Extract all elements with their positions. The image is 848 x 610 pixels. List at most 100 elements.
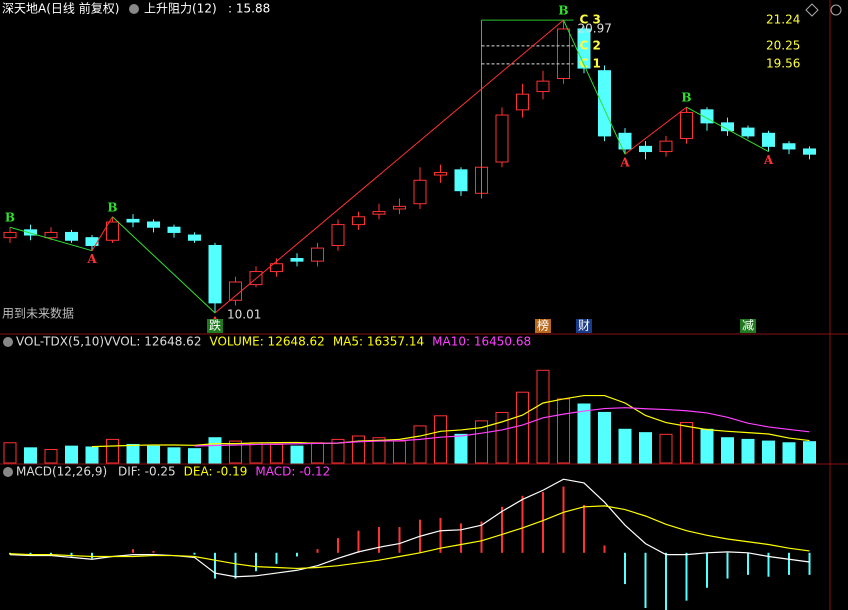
pivot-label: A <box>763 153 774 167</box>
volume-bar <box>167 447 181 464</box>
volume-bar <box>3 442 17 464</box>
volume-bar <box>311 442 324 464</box>
dropdown-icon[interactable] <box>129 4 139 14</box>
zigzag-line <box>214 19 564 314</box>
candle-body <box>659 140 673 153</box>
pivot-label: B <box>107 200 117 214</box>
ma-line <box>194 407 810 447</box>
volume-bar <box>147 445 160 464</box>
volume-bar <box>516 391 529 464</box>
candle-body <box>270 263 283 273</box>
volume-bar <box>249 442 263 464</box>
volume-bar <box>598 411 611 464</box>
volume-bar <box>352 435 365 464</box>
pivot-label: B <box>681 91 691 105</box>
candle-body <box>331 224 345 246</box>
volume-bar <box>618 428 632 464</box>
level-label: C 2 <box>580 38 601 52</box>
volume-bar <box>782 442 796 464</box>
volume-bar <box>557 398 570 464</box>
volume-bar <box>495 411 509 464</box>
zigzag-line <box>91 216 113 251</box>
dropdown-icon[interactable] <box>3 337 13 347</box>
volume-bar <box>65 445 78 464</box>
candle-body <box>516 93 529 111</box>
level-value: 21.24 <box>766 13 800 27</box>
event-label: 跌 <box>209 318 221 333</box>
candle-body <box>167 226 181 233</box>
zigzag-line <box>624 106 687 155</box>
panel-title: MACD(12,26,9) <box>16 465 107 479</box>
volume-bar <box>413 425 427 464</box>
volume-bar <box>44 449 58 464</box>
candle-body <box>290 258 304 262</box>
level-value: 20.25 <box>766 38 800 52</box>
level-value: 19.56 <box>766 56 800 70</box>
volume-bar <box>208 437 222 464</box>
close-icon[interactable] <box>830 4 842 16</box>
volume-bar <box>270 443 283 464</box>
pivot-label: B <box>5 211 15 225</box>
volume-bar <box>741 438 755 464</box>
event-label: 减 <box>742 319 754 333</box>
event-label: 榜 <box>537 318 549 333</box>
candle-body <box>352 216 365 226</box>
candle-body <box>721 122 734 132</box>
candle-body <box>147 221 160 228</box>
volume-bar <box>475 420 488 464</box>
candle-body <box>126 218 140 223</box>
ma-line <box>91 394 810 448</box>
candle-body <box>762 132 775 147</box>
candle-body <box>208 244 222 304</box>
event-badge <box>576 319 592 333</box>
candle-body <box>454 169 468 192</box>
volume-bar <box>680 422 693 464</box>
volume-bar <box>106 438 119 464</box>
volume-bar <box>803 441 816 464</box>
candle-body <box>44 231 58 239</box>
candle-body <box>618 132 632 150</box>
volume-bar <box>762 440 775 464</box>
candle-body <box>803 148 816 155</box>
candle-body <box>557 28 570 80</box>
readout: MA5: 16357.14 <box>333 335 424 349</box>
volume-bar <box>434 415 447 464</box>
volume-bar <box>85 446 99 464</box>
zigzag-line <box>112 216 216 314</box>
volume-bar <box>24 447 37 464</box>
volume-bar <box>372 437 386 464</box>
pivot-label: A <box>86 252 97 266</box>
readout: VOLUME: 12648.62 <box>209 335 324 349</box>
readout: VVOL: 12648.62 <box>104 335 201 349</box>
candle-body <box>598 70 611 137</box>
dropdown-icon[interactable] <box>3 467 13 477</box>
candle-body <box>24 229 37 236</box>
volume-bar <box>700 428 714 464</box>
candle-body <box>393 205 406 210</box>
candle-body <box>311 247 324 262</box>
candle-body <box>680 111 693 140</box>
event-label: 财 <box>578 319 590 333</box>
event-badge <box>535 319 551 333</box>
volume-bar <box>577 403 591 464</box>
indicator-name: 上升阻力(12) <box>144 2 217 16</box>
volume-bar <box>659 433 673 464</box>
volume-bar <box>229 440 242 464</box>
readout: DEA: -0.19 <box>184 465 248 479</box>
panel-title: VOL-TDX(5,10) <box>16 335 104 349</box>
volume-bar <box>393 440 406 464</box>
candle-body <box>495 114 509 163</box>
zigzag-line <box>563 19 626 155</box>
readout: MA10: 16450.68 <box>432 335 531 349</box>
candle-body <box>229 281 242 301</box>
note: 用到未来数据 <box>2 306 74 321</box>
peak-label: 20.97 <box>578 22 612 36</box>
chart-title: 深天地A(日线 前复权) <box>2 1 119 16</box>
candle-body <box>741 127 755 137</box>
readout: MACD: -0.12 <box>255 465 330 479</box>
candle-body <box>65 231 78 241</box>
nav-icon[interactable] <box>805 3 819 17</box>
pivot-label: A <box>619 156 630 170</box>
